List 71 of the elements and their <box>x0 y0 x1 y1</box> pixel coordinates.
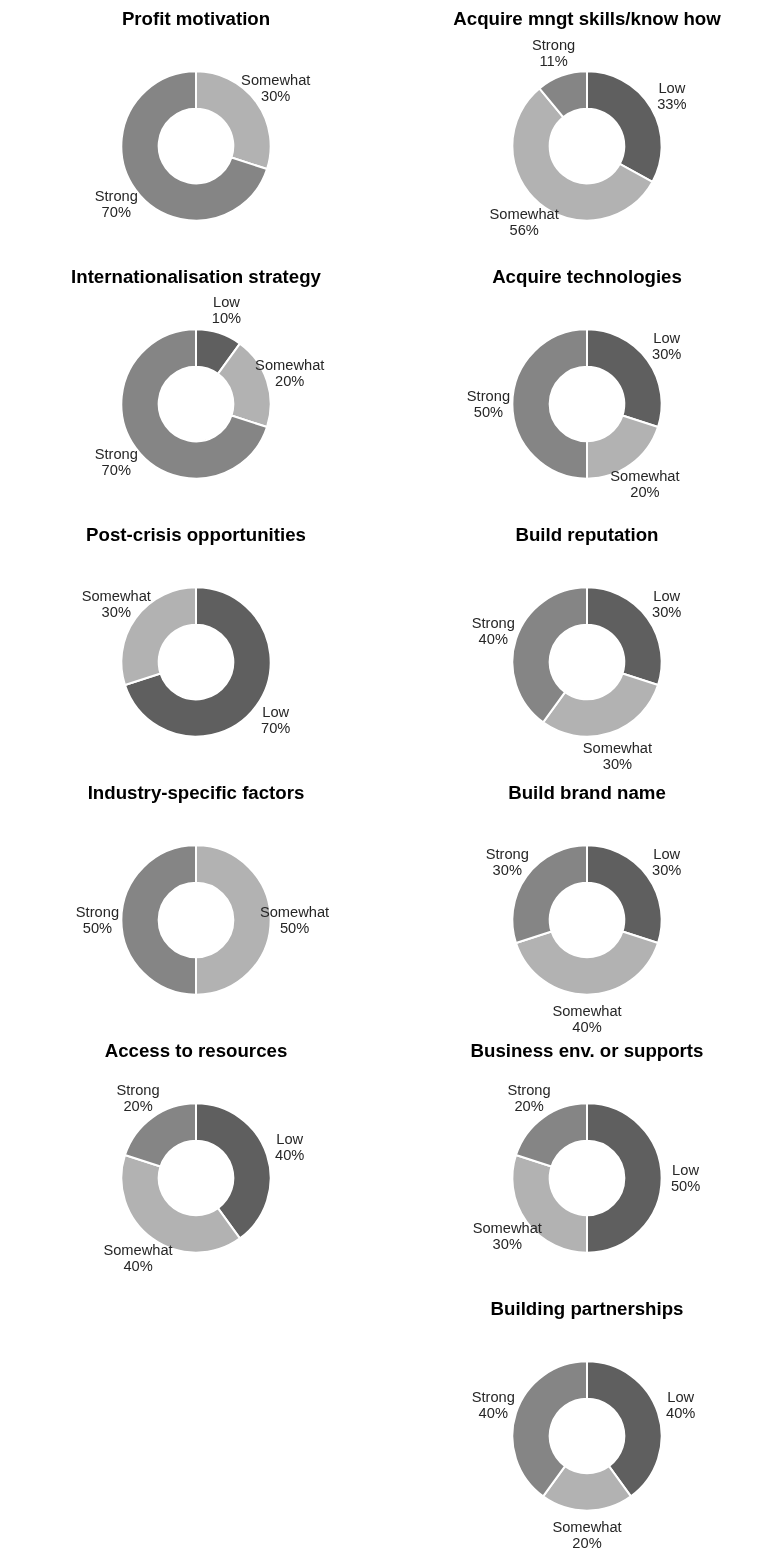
slice-label: Somewhat <box>582 740 653 757</box>
data-label: 30% <box>602 756 633 773</box>
data-label: 30% <box>492 1236 522 1253</box>
data-label: 56% <box>509 222 539 239</box>
slice-label: Low <box>658 79 686 96</box>
data-label: 20% <box>123 1097 153 1114</box>
slice-label: Strong <box>94 446 138 463</box>
data-label: 50% <box>279 920 310 936</box>
slice-label: Strong <box>75 904 120 920</box>
slice-label: Strong <box>466 388 511 404</box>
chart-title: Profit motivation <box>121 7 271 29</box>
chart-title: Acquire technologies <box>492 265 682 287</box>
slice-label: Low <box>213 293 241 310</box>
slice-label: Strong <box>94 188 138 205</box>
chart-title: Access to resources <box>104 1039 288 1061</box>
data-label: 30% <box>261 87 291 104</box>
data-label: 40% <box>123 1258 153 1275</box>
slice-label: Strong <box>116 1081 160 1098</box>
slice-label: Strong <box>471 615 515 632</box>
slice-label: Somewhat <box>472 1220 542 1237</box>
slice-label: Somewhat <box>489 206 559 223</box>
data-label: 30% <box>101 603 131 620</box>
slice-label: Low <box>672 1162 700 1178</box>
slice-label: Somewhat <box>103 1242 173 1259</box>
slice-label: Somewhat <box>552 1519 622 1535</box>
slice-label: Low <box>653 587 681 604</box>
chart-title: Build brand name <box>508 781 666 803</box>
slice-label: Strong <box>532 36 576 53</box>
data-label: 50% <box>82 920 113 936</box>
slice-label: Strong <box>507 1081 551 1098</box>
data-label: 70% <box>101 462 131 479</box>
slice-label: Strong <box>471 1389 515 1406</box>
chart-title: Internationalisation strategy <box>71 265 322 287</box>
data-label: 50% <box>670 1178 701 1194</box>
data-label: 40% <box>572 1019 602 1035</box>
chart-title: Post-crisis opportunities <box>86 523 306 545</box>
slice-label: Low <box>653 329 681 346</box>
data-label: 30% <box>652 861 682 878</box>
data-label: 20% <box>514 1097 544 1114</box>
slice-label: Low <box>276 1131 304 1148</box>
slice-label: Somewhat <box>241 71 311 88</box>
slice-label: Low <box>667 1389 695 1406</box>
slice-label: Somewhat <box>552 1003 622 1019</box>
data-label: 30% <box>652 603 682 620</box>
data-label: 70% <box>261 720 291 737</box>
data-label: 50% <box>473 404 504 420</box>
slice-label: Somewhat <box>259 904 330 920</box>
data-label: 40% <box>478 631 508 648</box>
chart-title: Build reputation <box>515 523 659 545</box>
data-label: 20% <box>572 1535 602 1551</box>
data-label: 11% <box>539 52 568 69</box>
data-label: 40% <box>478 1405 508 1422</box>
data-label: 33% <box>657 95 687 112</box>
chart-title: Building partnerships <box>490 1297 684 1319</box>
data-label: 30% <box>652 345 682 362</box>
data-label: 20% <box>630 484 660 501</box>
chart-title: Acquire mngt skills/know how <box>453 7 722 29</box>
data-label: 70% <box>101 204 131 221</box>
slice-label: Somewhat <box>255 357 325 374</box>
slice-label: Low <box>653 845 681 862</box>
data-label: 10% <box>211 309 242 326</box>
chart-title: Industry-specific factors <box>87 781 305 803</box>
chart-title: Business env. or supports <box>470 1039 704 1061</box>
data-label: 20% <box>275 373 305 390</box>
data-label: 40% <box>275 1147 305 1164</box>
slice-label: Low <box>262 704 290 721</box>
data-label: 30% <box>492 861 522 878</box>
slice-label: Strong <box>485 845 529 862</box>
slice-label: Somewhat <box>610 468 680 485</box>
data-label: 40% <box>666 1405 696 1422</box>
slice-label: Somewhat <box>81 587 151 604</box>
